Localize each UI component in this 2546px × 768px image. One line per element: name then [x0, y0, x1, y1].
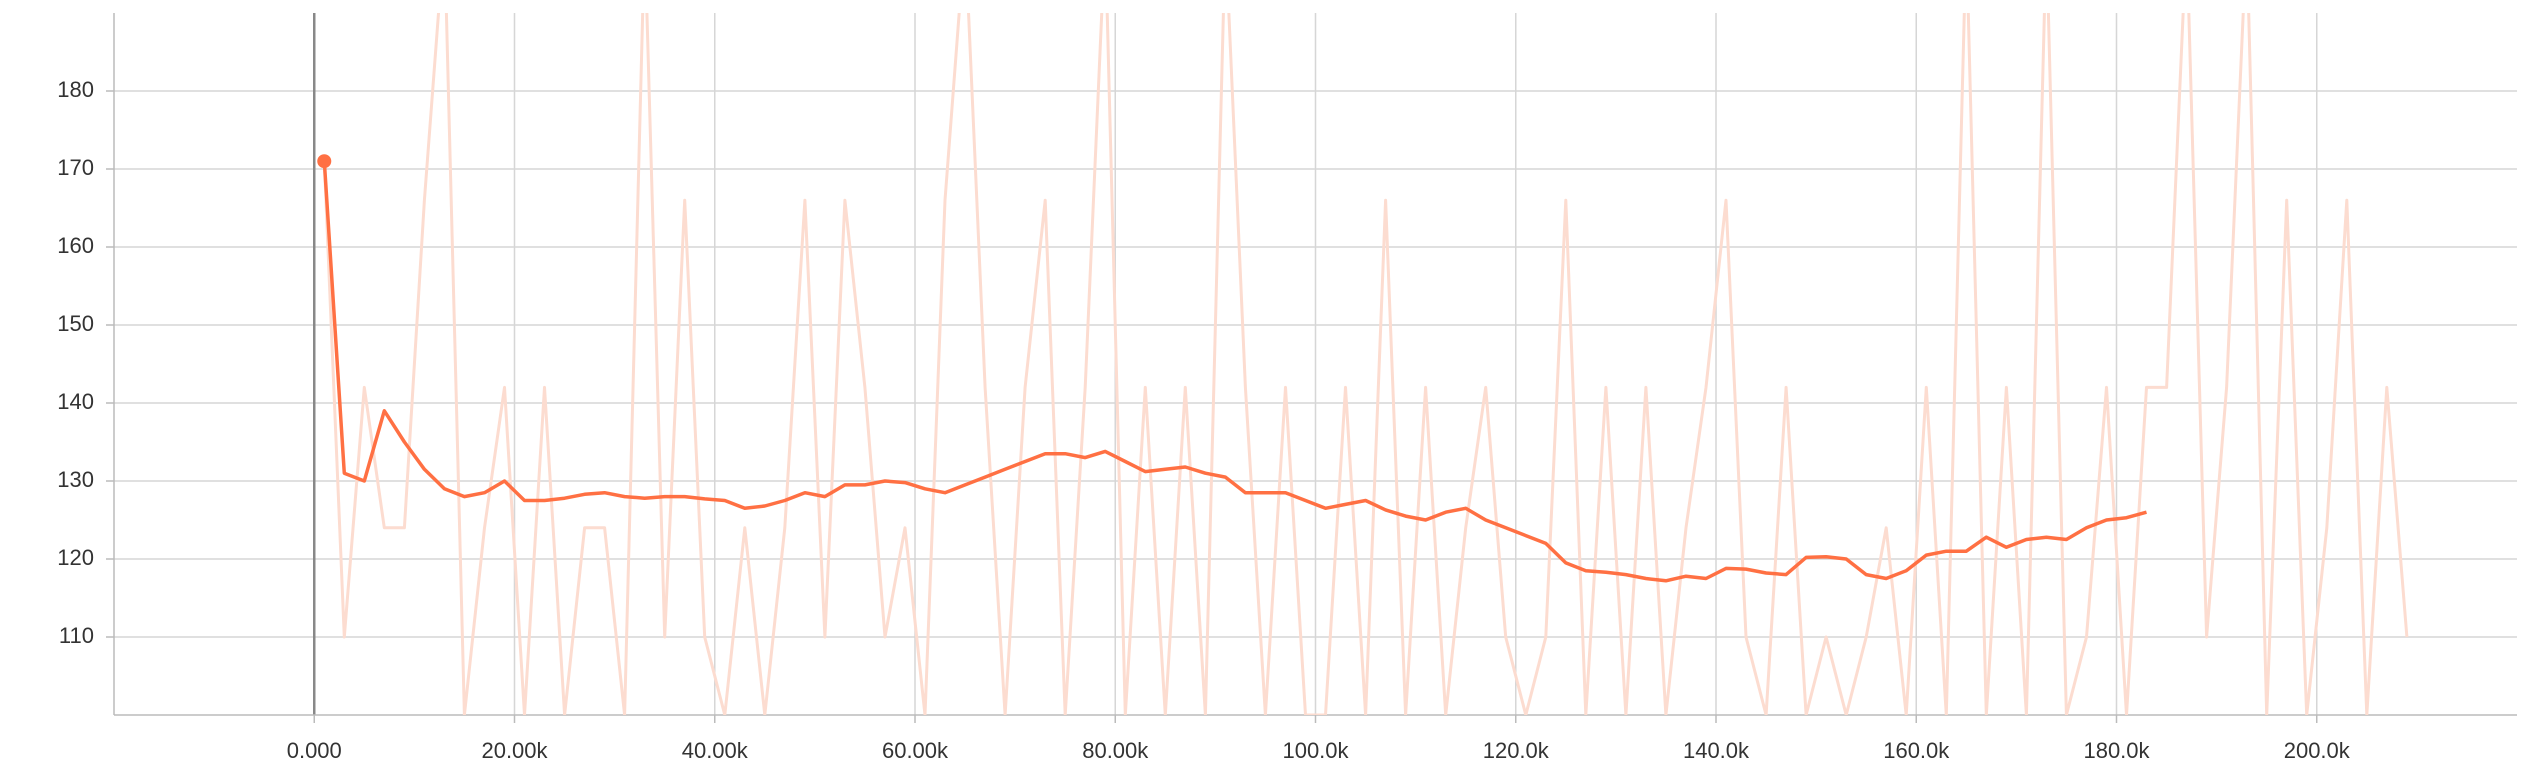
plot-area	[317, 13, 2409, 715]
x-tick-label: 180.0k	[2083, 738, 2150, 763]
y-tick-label: 170	[57, 155, 94, 180]
y-tick-label: 130	[57, 467, 94, 492]
y-tick-label: 150	[57, 311, 94, 336]
y-tick-label: 160	[57, 233, 94, 258]
x-tick-label: 80.00k	[1082, 738, 1149, 763]
x-tick-label: 20.00k	[481, 738, 548, 763]
x-tick-label: 0.000	[287, 738, 342, 763]
y-tick-label: 180	[57, 77, 94, 102]
y-tick-label: 140	[57, 389, 94, 414]
series-line	[322, 13, 2409, 715]
x-tick-label: 120.0k	[1483, 738, 1550, 763]
x-tick-label: 60.00k	[882, 738, 949, 763]
x-tick-label: 160.0k	[1883, 738, 1950, 763]
y-tick-label: 110	[59, 623, 94, 648]
x-tick-label: 200.0k	[2284, 738, 2351, 763]
x-tick-label: 140.0k	[1683, 738, 1750, 763]
x-tick-label: 100.0k	[1282, 738, 1349, 763]
point-marker	[317, 154, 332, 169]
x-tick-label: 40.00k	[682, 738, 749, 763]
y-tick-label: 120	[57, 545, 94, 570]
series-line	[322, 161, 2147, 583]
